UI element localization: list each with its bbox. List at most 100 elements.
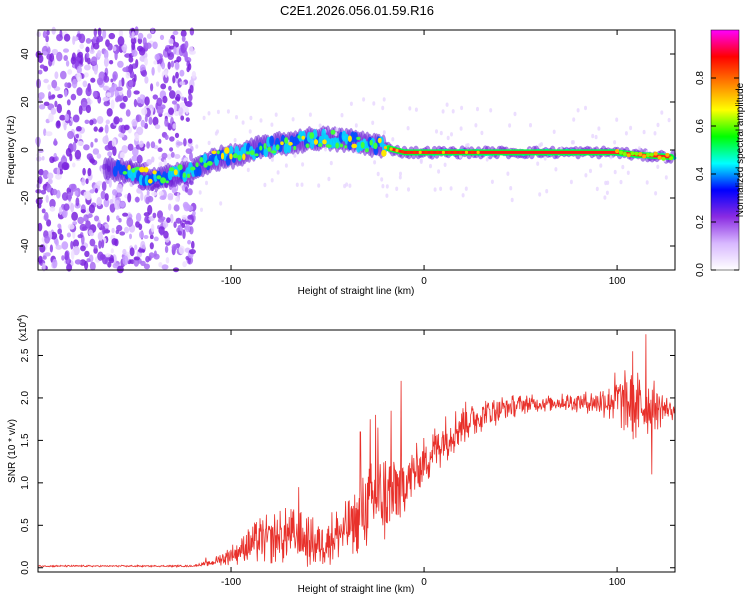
noise-speckle xyxy=(66,232,71,238)
noise-speckle xyxy=(187,188,193,196)
noise-speckle xyxy=(133,90,140,95)
noise-speckle xyxy=(114,200,121,210)
signal-faint-dot xyxy=(621,164,625,170)
noise-speckle xyxy=(66,99,71,106)
signal-faint-dot xyxy=(474,123,478,128)
signal-faint-dot xyxy=(609,155,613,160)
noise-speckle xyxy=(46,219,52,227)
colorbar-tick-label: 0.8 xyxy=(695,71,706,85)
noise-speckle xyxy=(57,228,62,235)
noise-speckle xyxy=(171,244,178,251)
signal-faint-dot xyxy=(385,193,389,198)
noise-speckle xyxy=(61,255,65,261)
signal-blob xyxy=(259,145,263,151)
noise-speckle xyxy=(110,248,114,254)
signal-faint-dot xyxy=(508,123,512,128)
signal-faint-dot xyxy=(459,126,463,131)
noise-speckle xyxy=(135,221,140,228)
signal-blob xyxy=(242,153,246,161)
noise-speckle xyxy=(36,31,41,38)
signal-faint-dot xyxy=(235,115,238,120)
noise-speckle xyxy=(149,234,154,240)
signal-blob xyxy=(165,180,169,184)
signal-blob xyxy=(313,139,319,145)
signal-faint-dot xyxy=(382,97,386,102)
noise-speckle xyxy=(116,86,123,92)
noise-speckle xyxy=(45,194,49,203)
signal-faint-dot xyxy=(385,184,389,189)
signal-faint-dot xyxy=(441,109,445,114)
noise-speckle xyxy=(128,56,134,63)
signal-end-blob xyxy=(649,152,654,157)
noise-speckle xyxy=(169,136,175,142)
signal-faint-dot xyxy=(664,175,668,180)
noise-speckle xyxy=(57,94,63,99)
noise-speckle xyxy=(56,167,61,176)
snr-y-tick-label: 2.0 xyxy=(20,391,31,405)
noise-speckle xyxy=(102,135,109,145)
noise-speckle xyxy=(67,130,75,140)
signal-blob xyxy=(229,153,233,160)
noise-speckle xyxy=(58,206,63,216)
noise-speckle xyxy=(85,38,92,44)
noise-speckle xyxy=(79,43,84,50)
signal-blob xyxy=(216,150,220,155)
noise-speckle xyxy=(121,77,125,87)
noise-speckle xyxy=(48,112,54,123)
spectrogram-y-tick-label: 0 xyxy=(20,147,31,153)
signal-end-blob xyxy=(630,151,635,156)
signal-faint-dot xyxy=(381,105,385,111)
colorbar: 0.0 0.2 0.4 0.6 0.8 Normalized spectral ampl… xyxy=(695,29,746,277)
noise-speckle xyxy=(42,255,47,260)
signal-faint-dot xyxy=(536,161,540,166)
noise-speckle xyxy=(78,33,86,44)
noise-speckle xyxy=(184,40,189,49)
noise-speckle xyxy=(115,96,120,103)
signal-faint-dot xyxy=(376,171,380,177)
noise-speckle xyxy=(53,138,57,146)
noise-speckle xyxy=(99,126,104,132)
noise-speckle xyxy=(113,116,120,125)
signal-blob xyxy=(280,141,284,145)
noise-speckle xyxy=(168,203,172,211)
noise-speckle xyxy=(104,223,110,229)
noise-speckle xyxy=(185,224,191,233)
noise-speckle xyxy=(49,206,56,212)
signal-faint-dot xyxy=(613,140,617,145)
signal-blob xyxy=(360,141,365,149)
noise-speckle xyxy=(86,153,93,161)
signal-core-dot xyxy=(389,147,393,151)
noise-speckle xyxy=(122,248,127,256)
noise-speckle xyxy=(110,78,114,83)
noise-speckle xyxy=(90,77,96,83)
noise-speckle xyxy=(117,60,124,68)
signal-faint-dot xyxy=(276,170,280,175)
signal-band xyxy=(309,138,315,150)
signal-blob xyxy=(224,147,230,154)
signal-blob xyxy=(263,143,267,150)
signal-faint-dot xyxy=(371,120,375,126)
noise-speckle xyxy=(93,247,98,254)
noise-speckle xyxy=(143,235,149,239)
snr-x-tick-label: 100 xyxy=(609,577,626,588)
noise-speckle xyxy=(119,102,126,109)
noise-speckle xyxy=(101,239,105,249)
noise-speckle xyxy=(171,100,178,105)
signal-faint-dot xyxy=(270,178,274,183)
snr-y-tick-label: 2.5 xyxy=(20,348,31,362)
noise-speckle xyxy=(55,244,63,250)
signal-blob xyxy=(364,148,369,153)
signal-blob xyxy=(347,135,352,142)
noise-speckle xyxy=(150,83,154,92)
signal-faint-dot xyxy=(246,167,250,173)
noise-speckle xyxy=(126,217,134,228)
noise-speckle xyxy=(60,70,67,80)
signal-band xyxy=(353,131,358,143)
noise-speckle xyxy=(61,162,69,171)
signal-blob xyxy=(305,143,310,148)
noise-speckle xyxy=(119,201,126,208)
signal-faint-dot xyxy=(340,113,344,118)
noise-speckle xyxy=(83,72,89,78)
signal-core-dot xyxy=(464,150,469,154)
